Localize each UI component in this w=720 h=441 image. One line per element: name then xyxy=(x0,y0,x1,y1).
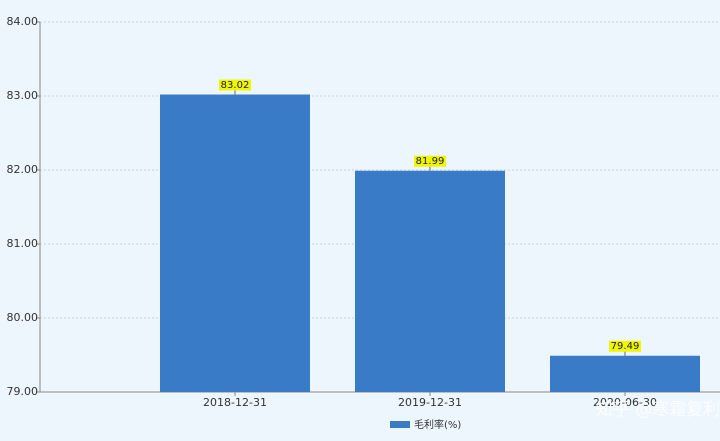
x-tick-label: 2018-12-31 xyxy=(203,396,267,409)
watermark: 知乎 @寒霜复利 xyxy=(596,400,720,420)
legend-swatch xyxy=(390,421,410,428)
value-label: 83.02 xyxy=(221,80,250,91)
bar xyxy=(355,170,505,392)
bar xyxy=(550,355,700,392)
value-label-bg xyxy=(414,155,446,167)
value-label: 79.49 xyxy=(611,341,640,352)
bar xyxy=(160,94,310,393)
y-tick-label: 82.00 xyxy=(7,163,39,176)
y-tick-label: 81.00 xyxy=(7,237,39,250)
y-tick-label: 83.00 xyxy=(7,89,39,102)
y-tick-label: 80.00 xyxy=(7,311,39,324)
x-tick-label: 2020-06-30 xyxy=(593,396,657,409)
value-label-bg xyxy=(219,79,251,91)
value-label-bg xyxy=(609,340,641,352)
y-tick-label: 84.00 xyxy=(7,15,39,28)
value-label: 81.99 xyxy=(416,156,445,167)
legend-label: 毛利率(%) xyxy=(414,418,461,431)
y-tick-label: 79.00 xyxy=(7,385,39,398)
x-tick-label: 2019-12-31 xyxy=(398,396,462,409)
